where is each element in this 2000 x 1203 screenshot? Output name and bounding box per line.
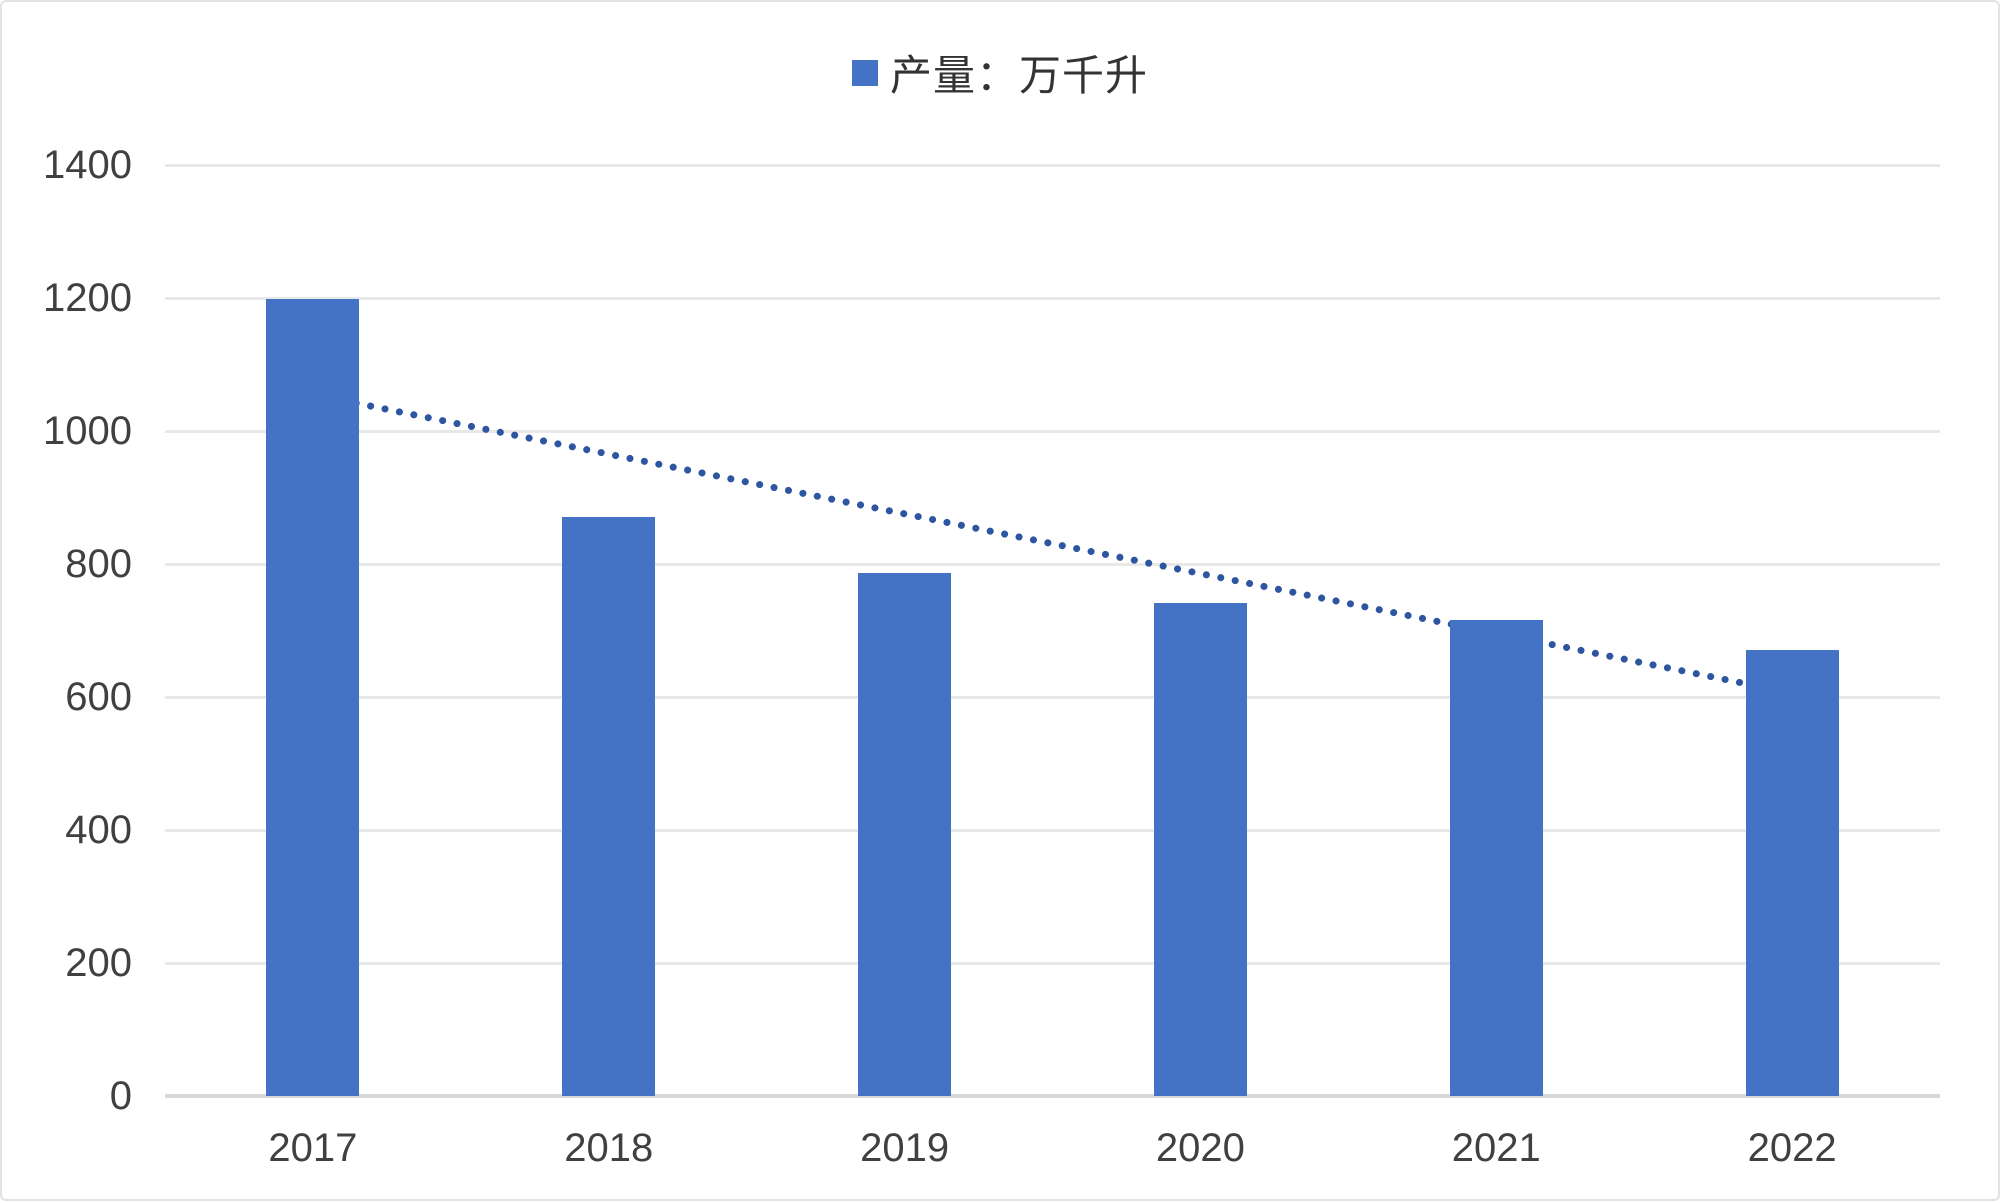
gridline xyxy=(165,562,1940,566)
y-axis-label: 600 xyxy=(65,675,132,719)
bar xyxy=(1449,619,1543,1096)
legend: 产量：万千升 xyxy=(2,42,1998,103)
bar xyxy=(858,573,952,1096)
bar xyxy=(1153,603,1247,1096)
trendline-dotted xyxy=(309,390,1796,697)
x-axis-label: 2019 xyxy=(860,1126,950,1170)
y-axis-label: 0 xyxy=(109,1074,132,1118)
x-axis-label: 2021 xyxy=(1451,1126,1541,1170)
legend-label: 产量：万千升 xyxy=(889,52,1148,99)
x-axis-label: 2017 xyxy=(268,1126,358,1170)
gridline xyxy=(165,695,1940,699)
gridline xyxy=(165,961,1940,965)
x-axis-label: 2022 xyxy=(1747,1126,1837,1170)
gridline xyxy=(165,296,1940,300)
legend-swatch xyxy=(851,59,878,86)
y-axis-label: 400 xyxy=(65,808,132,852)
x-axis-label: 2020 xyxy=(1155,1126,1245,1170)
bar xyxy=(1745,649,1839,1096)
y-axis-label: 800 xyxy=(65,542,132,586)
x-axis-label: 2018 xyxy=(564,1126,654,1170)
y-axis-label: 1000 xyxy=(43,409,132,453)
bar xyxy=(266,299,360,1096)
y-axis-label: 200 xyxy=(65,941,132,985)
gridline xyxy=(165,163,1940,167)
gridline xyxy=(165,429,1940,433)
gridline xyxy=(165,828,1940,832)
x-axis-line xyxy=(165,1094,1940,1098)
y-axis-label: 1400 xyxy=(43,143,132,187)
bar xyxy=(562,516,656,1096)
y-axis-label: 1200 xyxy=(43,276,132,320)
